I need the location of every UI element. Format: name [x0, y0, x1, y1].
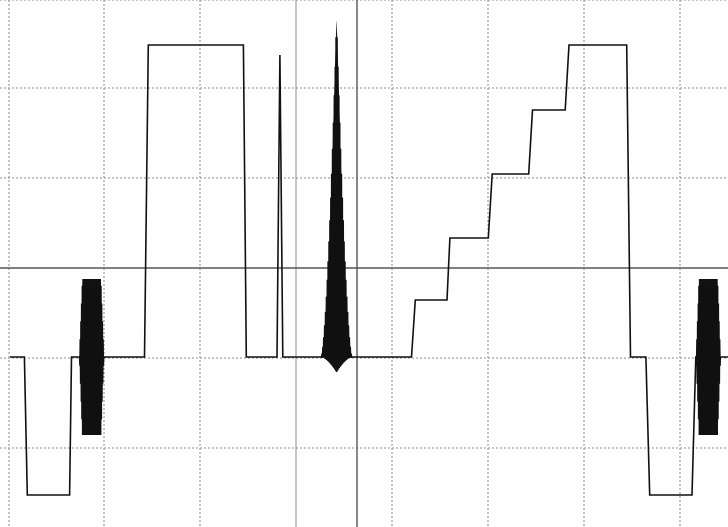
waveform-traces — [10, 20, 728, 496]
burst-peak-fill — [326, 20, 347, 358]
burst-packet — [320, 37, 353, 373]
burst-body — [83, 286, 101, 428]
series-line — [10, 44, 728, 496]
burst-body — [699, 286, 717, 428]
